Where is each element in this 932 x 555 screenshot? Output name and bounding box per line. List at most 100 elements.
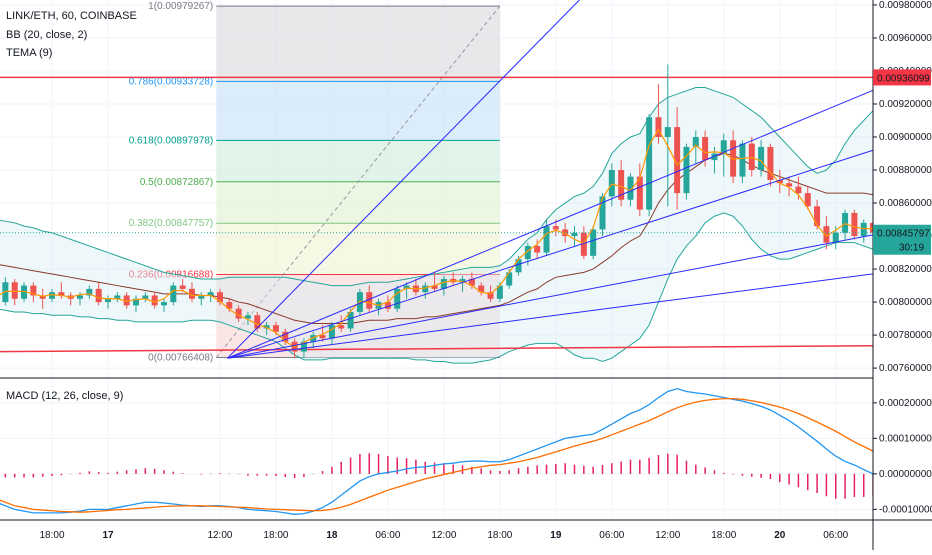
candle-body [515,259,522,273]
price-tick-label: 0.00960000 [879,33,932,44]
time-tick-label: 06:00 [823,530,848,541]
price-tick-label: 0.00980000 [879,0,932,11]
candle-body [338,325,345,329]
countdown-text: 30:19 [899,243,924,254]
grid [0,0,873,520]
bb-lower-line [0,212,932,364]
candle-body [21,285,28,299]
bb-basis-line [0,152,932,325]
time-tick-label: 18:00 [711,530,736,541]
candle-body [599,196,606,230]
candle-body [748,143,755,171]
candle-body [132,298,139,306]
time-tick-label: 18:00 [40,530,65,541]
time-tick-label: 06:00 [599,530,624,541]
fib-label-0: 0(0.00766408) [148,353,213,364]
candle-body [226,302,233,309]
candle-body [562,229,569,237]
candle-body [776,179,783,184]
candle-body [263,325,270,329]
candle-body [170,285,177,303]
candle-body [49,292,56,299]
candle-body [590,229,597,256]
fib-label-0.5: 0.5(0.00872867) [140,177,213,188]
candle-body [459,278,466,283]
candle-body [795,186,802,194]
time-tick-label: 18:00 [487,530,512,541]
candle-body [11,282,18,299]
candle-body [739,143,746,177]
signal-line [0,397,932,513]
candle-body [496,285,503,299]
candle-body [814,206,821,227]
fan-line [227,149,874,359]
time-tick-label: 18:00 [263,530,288,541]
candle-body [440,278,447,289]
bb-legend: BB (20, close, 2) [6,29,88,41]
candle-body [823,226,830,243]
fib-zone-0.5 [216,181,500,224]
fan-lines [227,0,874,359]
price-tick-label: 0.00920000 [879,99,932,110]
candle-body [655,117,662,138]
candle-body [860,222,867,237]
time-tick-label: 19 [550,530,562,541]
candle-body [86,288,93,296]
candle-body [319,335,326,339]
candle-body [114,295,121,299]
candle-body [95,288,102,303]
candle-body [627,176,634,200]
fib-label-0.618: 0.618(0.00897978) [129,135,214,146]
candle-body [646,117,653,210]
time-axis-bg [0,520,932,550]
time-tick-label: 20 [774,530,786,541]
bollinger-bands [0,86,932,364]
horizontal-lines [0,76,874,353]
candle-body [216,292,223,303]
fib-zone-0.786 [216,81,500,141]
fib-zone-0.618 [216,140,500,182]
bb-fill [0,87,932,364]
candle-body [254,315,261,329]
candle-body [431,285,438,289]
candle-body [543,226,550,253]
hline-price-tag [873,69,931,86]
price-tick-label: 0.00800000 [879,297,932,308]
candle-body [674,127,681,194]
time-tick-label: 18 [326,530,338,541]
candle-body [702,137,709,161]
candle-body [188,288,195,299]
candle-body [207,292,214,296]
hline-price-text: 0.00936099 [877,73,930,84]
candle-body [160,302,167,306]
candle-body [804,193,811,207]
candle-body [58,292,65,296]
fib-zone-1 [216,6,500,82]
candle-body [478,285,485,293]
candle-body [198,295,205,299]
candle-body [151,295,158,306]
candle-body [300,341,307,352]
candle-body [123,295,130,306]
price-tick-label: 0.00900000 [879,132,932,143]
time-tick-label: 12:00 [207,530,232,541]
candle-body [2,282,9,303]
fib-label-0.236: 0.236(0.00816688) [129,270,214,281]
fib-trend-line [215,5,501,358]
candle-body [711,153,718,161]
macd-tick-label: -0.00010000 [879,504,932,515]
candle-body [328,325,335,339]
candle-body [730,140,737,177]
fib-label-1: 1(0.00979267) [148,1,213,12]
symbol-legend: LINK/ETH, 60, COINBASE [6,10,137,22]
fib-label-0.786: 0.786(0.00933728) [129,76,214,87]
macd-legend: MACD (12, 26, close, 9) [6,390,124,402]
candle-body [30,285,37,296]
candle-body [422,285,429,293]
candle-body [235,308,242,319]
fan-line [227,273,874,359]
candle-body [580,232,587,256]
time-tick-label: 06:00 [375,530,400,541]
